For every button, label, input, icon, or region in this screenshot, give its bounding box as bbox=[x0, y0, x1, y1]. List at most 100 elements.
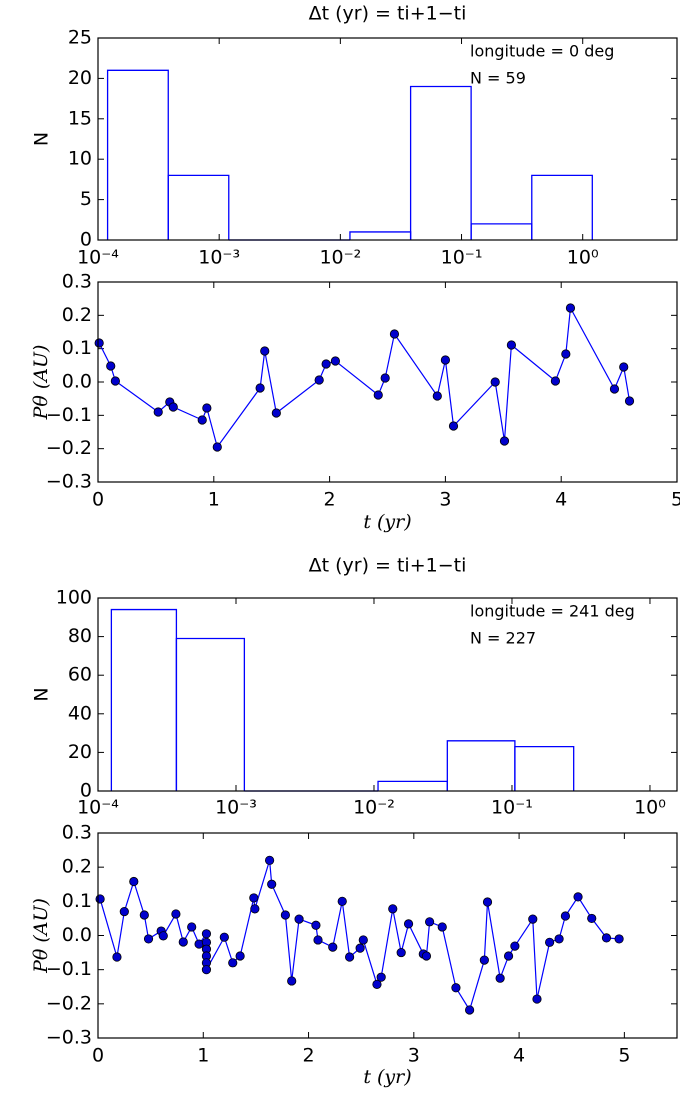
marker bbox=[129, 876, 139, 887]
marker bbox=[112, 952, 122, 962]
x-tick-label: 1 bbox=[197, 1045, 209, 1067]
marker bbox=[249, 893, 259, 903]
marker bbox=[178, 937, 188, 947]
marker bbox=[528, 914, 538, 924]
marker bbox=[287, 976, 297, 986]
y-tick-label: 0.1 bbox=[62, 890, 92, 912]
marker bbox=[499, 436, 510, 446]
marker bbox=[440, 355, 450, 365]
x-tick-label: 10⁻¹ bbox=[491, 797, 533, 819]
bar bbox=[470, 223, 533, 240]
marker bbox=[373, 390, 383, 400]
y-tick-label: −0.3 bbox=[46, 1027, 92, 1049]
bar bbox=[106, 69, 169, 240]
marker bbox=[380, 373, 390, 383]
marker bbox=[372, 979, 382, 989]
y-tick-label: 0.2 bbox=[62, 856, 92, 878]
bar bbox=[446, 740, 516, 791]
x-tick-label: 10⁰ bbox=[567, 247, 599, 269]
x-tick-label: 10⁰ bbox=[634, 797, 666, 819]
bar bbox=[377, 780, 448, 791]
x-tick-label: 10⁻¹ bbox=[441, 247, 483, 269]
y-axis-label: N bbox=[31, 132, 53, 146]
annotation: N = 227 bbox=[470, 629, 536, 648]
marker bbox=[495, 973, 505, 983]
plot-frame bbox=[97, 832, 678, 1039]
x-tick-label: 10⁻³ bbox=[215, 797, 257, 819]
x-tick-label: 10⁻⁴ bbox=[77, 797, 119, 819]
marker bbox=[119, 906, 129, 917]
x-tick-label: 2 bbox=[302, 1045, 314, 1067]
marker bbox=[202, 403, 212, 413]
y-tick-label: 0.0 bbox=[62, 371, 92, 393]
marker bbox=[311, 920, 321, 930]
x-tick-label: 1 bbox=[208, 489, 220, 511]
marker bbox=[490, 377, 500, 387]
x-tick-label: 4 bbox=[555, 489, 567, 511]
marker bbox=[255, 383, 265, 393]
marker bbox=[479, 955, 489, 965]
marker bbox=[197, 415, 207, 425]
marker bbox=[624, 396, 635, 406]
marker bbox=[250, 904, 260, 914]
y-tick-label: 25 bbox=[68, 27, 92, 49]
y-axis-label: Pθ (AU) bbox=[30, 345, 52, 421]
marker bbox=[95, 894, 105, 904]
chart-title: Δt (yr) = ti+1−ti bbox=[309, 555, 467, 577]
marker bbox=[187, 922, 197, 932]
plot-frame bbox=[97, 281, 678, 483]
marker bbox=[465, 1005, 475, 1015]
marker bbox=[314, 375, 324, 385]
marker bbox=[432, 391, 442, 401]
marker bbox=[550, 376, 561, 386]
y-tick-label: −0.1 bbox=[46, 958, 92, 980]
x-tick-label: 2 bbox=[324, 489, 336, 511]
marker bbox=[139, 910, 149, 920]
marker bbox=[153, 407, 163, 417]
marker bbox=[506, 340, 517, 350]
marker bbox=[94, 338, 104, 348]
annotation: N = 59 bbox=[470, 69, 526, 88]
y-tick-label: 40 bbox=[68, 702, 92, 724]
marker bbox=[330, 356, 340, 366]
marker bbox=[560, 911, 571, 921]
y-tick-label: 0.3 bbox=[62, 822, 92, 844]
marker bbox=[601, 933, 612, 943]
y-tick-label: −0.2 bbox=[46, 992, 92, 1014]
y-tick-label: 20 bbox=[68, 67, 92, 89]
y-tick-label: 60 bbox=[68, 664, 92, 686]
x-tick-label: 10⁻² bbox=[353, 797, 395, 819]
plot-frame bbox=[97, 597, 678, 792]
marker bbox=[294, 914, 304, 924]
bar bbox=[349, 231, 412, 240]
marker bbox=[271, 408, 281, 418]
marker bbox=[532, 994, 542, 1004]
y-tick-label: −0.3 bbox=[46, 471, 92, 493]
bar bbox=[110, 608, 178, 791]
marker bbox=[260, 346, 270, 356]
marker bbox=[321, 359, 331, 369]
x-tick-label: 0 bbox=[92, 1045, 104, 1067]
annotation: longitude = 241 deg bbox=[470, 602, 635, 621]
x-tick-label: 5 bbox=[618, 1045, 630, 1067]
marker bbox=[264, 855, 275, 865]
line bbox=[98, 306, 631, 449]
marker bbox=[358, 935, 368, 945]
marker bbox=[437, 922, 447, 932]
marker bbox=[545, 937, 555, 947]
y-tick-label: −0.1 bbox=[46, 404, 92, 426]
y-tick-label: 20 bbox=[68, 741, 92, 763]
x-tick-label: 10⁻⁴ bbox=[77, 247, 119, 269]
x-tick-label: 5 bbox=[671, 489, 680, 511]
annotation: longitude = 0 deg bbox=[470, 42, 614, 61]
marker bbox=[510, 941, 520, 951]
line bbox=[99, 860, 620, 1012]
marker bbox=[565, 303, 576, 313]
marker bbox=[171, 909, 181, 919]
marker bbox=[503, 951, 514, 961]
marker bbox=[421, 951, 432, 961]
marker bbox=[345, 952, 355, 962]
marker bbox=[235, 951, 245, 961]
x-axis-label: t (yr) bbox=[363, 1066, 411, 1088]
